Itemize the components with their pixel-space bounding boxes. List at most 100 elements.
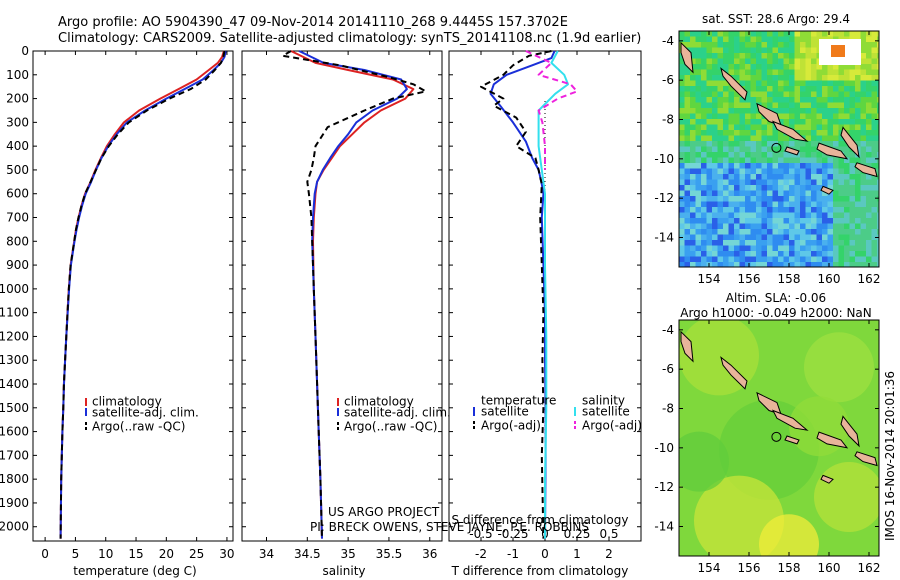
temperature-xlabel: temperature (deg C)	[73, 564, 196, 578]
sla-blob	[759, 514, 819, 556]
x-tick-label: 160	[818, 272, 841, 286]
depth-tick-label: 0	[21, 44, 29, 58]
x-tick-label: 2	[605, 547, 613, 561]
x-tick-label: 158	[778, 561, 801, 575]
y-tick-label: -10	[654, 152, 674, 166]
y-tick-label: -8	[662, 113, 674, 127]
depth-tick-label: 2000	[0, 520, 29, 534]
depth-tick-label: 300	[6, 115, 29, 129]
y-tick-label: -8	[662, 402, 674, 416]
series-t-satellite	[489, 50, 556, 539]
x-tick-label: -1	[507, 547, 519, 561]
island	[720, 67, 748, 101]
map-frame	[678, 319, 880, 557]
x-tick-label: 35	[340, 547, 355, 561]
series-satellite-adj-clim-	[298, 50, 408, 539]
s-tick-label: 0.5	[599, 527, 618, 541]
x-tick-label: 35.5	[376, 547, 403, 561]
island	[840, 126, 860, 159]
salinity-xlabel: salinity	[322, 564, 365, 578]
y-tick-label: -6	[662, 73, 674, 87]
depth-tick-label: 100	[6, 68, 29, 82]
series-s-satellite	[537, 50, 569, 539]
depth-axis: 0 100 200 300 400 500 600 700 800 900 1000 1100 1200…	[0, 44, 29, 534]
depth-tick-label: 900	[6, 258, 29, 272]
depth-tick-label: 800	[6, 234, 29, 248]
legend-label-t-satellite: satellite	[481, 405, 529, 419]
sla-blob	[679, 431, 729, 492]
imos-timestamp: IMOS 16-Nov-2014 20:01:36	[883, 371, 897, 541]
x-tick-label: 30	[219, 547, 234, 561]
y-tick-label: -4	[662, 34, 674, 48]
depth-tick-label: 1200	[0, 329, 29, 343]
depth-tick-label: 500	[6, 163, 29, 177]
island	[771, 120, 809, 142]
x-tick-label: 5	[72, 547, 80, 561]
legend-label-satellite: satellite-adj. clim.	[92, 406, 199, 420]
y-tick-label: -14	[654, 231, 674, 245]
s-tick-label: -0.5	[469, 527, 492, 541]
salinity-panel: 34 34.5 35 35.5 36	[241, 50, 443, 561]
series-satellite-adj-clim-	[59, 50, 227, 539]
x-tick-label: 20	[159, 547, 174, 561]
plot-frame	[32, 50, 234, 542]
y-tick-label: -10	[654, 441, 674, 455]
series-argo-raw-qc-	[59, 50, 226, 539]
series-climatology	[59, 50, 225, 539]
x-tick-label: 34.5	[294, 547, 321, 561]
island	[720, 356, 748, 390]
float-marker	[771, 431, 782, 442]
island	[820, 185, 834, 195]
s-tick-label: -0.25	[497, 527, 528, 541]
depth-tick-label: 1000	[0, 282, 29, 296]
difference-panel: -2 -1 0 1 2-0.5 -0.25 0 0.25 0.5	[448, 50, 642, 561]
island	[680, 330, 694, 363]
legend-title-temperature: temperature	[481, 394, 556, 408]
x-tick-label: 162	[858, 561, 881, 575]
float-marker	[771, 142, 782, 153]
series-argo-raw-qc-	[281, 50, 427, 539]
legend-label-s-satellite: satellite	[582, 405, 630, 419]
legend-label-t-argo: Argo(-adj)	[481, 419, 541, 433]
island	[680, 41, 694, 74]
t-diff-xlabel: T difference from climatology	[451, 564, 629, 578]
depth-tick-label: 1900	[0, 496, 29, 510]
x-tick-label: 36	[422, 547, 437, 561]
x-tick-label: 162	[858, 272, 881, 286]
sla-map-title-1: Altim. SLA: -0.06	[726, 291, 826, 305]
x-tick-label: 158	[778, 272, 801, 286]
map-frame	[678, 30, 880, 268]
series-s-argo-adj-	[525, 50, 578, 170]
x-tick-label: 0	[541, 547, 549, 561]
island	[816, 142, 849, 160]
difference-legend: temperature satellite Argo(-adj) salinit…	[473, 394, 642, 433]
x-tick-label: 34	[259, 547, 274, 561]
y-tick-label: -6	[662, 362, 674, 376]
x-tick-label: 160	[818, 561, 841, 575]
depth-tick-label: 600	[6, 187, 29, 201]
legend-label-climatology: climatology	[92, 395, 162, 409]
island	[840, 415, 860, 448]
depth-tick-label: 1300	[0, 353, 29, 367]
temperature-legend: climatology satellite-adj. clim. Argo(..…	[85, 395, 199, 434]
legend-label-climatology: climatology	[344, 395, 414, 409]
temperature-panel: 0 5 10 15 20 25 30	[32, 50, 235, 561]
title-line-2: Climatology: CARS2009. Satellite-adjuste…	[58, 31, 641, 46]
sst-map-title: sat. SST: 28.6 Argo: 29.4	[702, 12, 850, 26]
x-tick-label: 156	[738, 561, 761, 575]
depth-tick-label: 1600	[0, 425, 29, 439]
island	[816, 431, 849, 449]
depth-tick-label: 1400	[0, 377, 29, 391]
y-tick-label: -12	[654, 191, 674, 205]
depth-tick-label: 400	[6, 139, 29, 153]
island	[854, 451, 878, 467]
title-line-1: Argo profile: AO 5904390_47 09-Nov-2014 …	[58, 15, 568, 30]
y-tick-label: -4	[662, 323, 674, 337]
x-tick-label: 156	[738, 272, 761, 286]
salinity-legend: climatology satellite-adj. clim. Argo(..…	[337, 395, 451, 434]
y-tick-label: -12	[654, 480, 674, 494]
plot-frame	[241, 50, 443, 542]
sla-map-title-2: Argo h1000: -0.049 h2000: NaN	[680, 306, 872, 320]
project-annotation: US ARGO PROJECT	[328, 505, 440, 519]
island	[771, 409, 809, 431]
